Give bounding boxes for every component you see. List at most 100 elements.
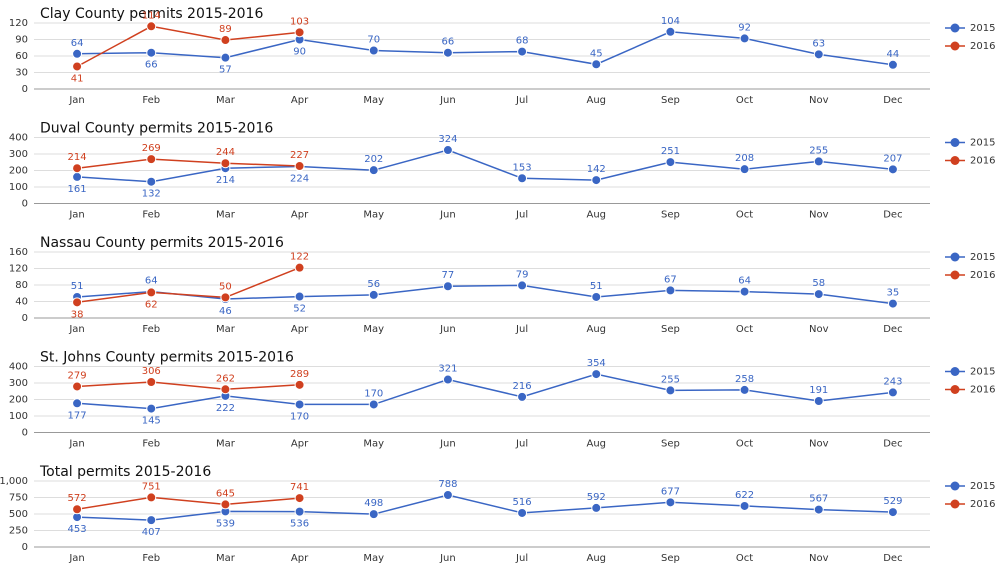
legend-marker bbox=[950, 138, 960, 147]
x-tick-label: Jan bbox=[68, 553, 84, 564]
data-label: 70 bbox=[367, 35, 380, 46]
y-tick-label: 40 bbox=[15, 297, 28, 308]
data-point bbox=[294, 291, 305, 302]
series-line bbox=[77, 373, 893, 410]
data-point bbox=[591, 59, 602, 70]
legend-marker bbox=[950, 252, 960, 262]
data-label: 321 bbox=[438, 364, 457, 375]
data-point bbox=[442, 145, 453, 156]
data-point bbox=[591, 175, 602, 186]
legend-marker bbox=[950, 23, 960, 33]
x-tick-label: Nov bbox=[809, 210, 829, 221]
x-tick-label: Apr bbox=[291, 324, 309, 335]
data-label: 222 bbox=[216, 403, 235, 414]
x-tick-label: Sep bbox=[661, 210, 680, 221]
y-tick-label: 0 bbox=[22, 199, 28, 210]
legend-label: 2016 bbox=[970, 385, 995, 396]
x-tick-label: Feb bbox=[142, 553, 160, 564]
data-label: 207 bbox=[883, 153, 902, 164]
data-point bbox=[146, 377, 157, 388]
x-tick-label: Aug bbox=[586, 324, 606, 335]
data-label: 269 bbox=[142, 143, 161, 154]
data-label: 153 bbox=[513, 162, 532, 173]
data-point bbox=[368, 289, 379, 300]
data-point bbox=[591, 369, 602, 380]
x-tick-label: Oct bbox=[736, 439, 753, 450]
x-tick-label: Jul bbox=[515, 439, 528, 450]
x-tick-label: Apr bbox=[291, 210, 309, 221]
data-label: 58 bbox=[812, 278, 825, 289]
data-label: 170 bbox=[290, 411, 309, 422]
x-tick-label: Feb bbox=[142, 210, 160, 221]
data-label: 103 bbox=[290, 16, 309, 27]
data-label: 289 bbox=[290, 369, 309, 380]
data-label: 251 bbox=[661, 146, 680, 157]
y-tick-label: 80 bbox=[15, 280, 28, 291]
legend-label: 2015 bbox=[970, 481, 995, 492]
data-point bbox=[813, 289, 824, 300]
x-tick-label: Jun bbox=[439, 553, 456, 564]
data-label: 536 bbox=[290, 519, 309, 530]
legend-marker bbox=[950, 481, 960, 491]
data-label: 208 bbox=[735, 153, 754, 164]
data-label: 92 bbox=[738, 22, 751, 33]
x-tick-label: Dec bbox=[883, 324, 902, 335]
y-tick-label: 400 bbox=[9, 362, 28, 373]
x-tick-label: Nov bbox=[809, 324, 829, 335]
data-point bbox=[517, 507, 528, 518]
data-point bbox=[72, 297, 83, 308]
data-label: 35 bbox=[887, 288, 900, 299]
data-label: 191 bbox=[809, 385, 828, 396]
data-label: 44 bbox=[887, 49, 900, 60]
chart: Total permits 2015-2016 0 250 500 750 1,000 Ja… bbox=[0, 464, 995, 564]
legend-marker bbox=[950, 41, 960, 51]
chart-title: Clay County permits 2015-2016 bbox=[40, 6, 263, 22]
data-point bbox=[368, 509, 379, 520]
x-tick-label: Sep bbox=[661, 553, 680, 564]
y-tick-label: 250 bbox=[9, 526, 28, 537]
data-label: 255 bbox=[661, 374, 680, 385]
data-point bbox=[442, 281, 453, 292]
x-tick-label: Sep bbox=[661, 95, 680, 106]
x-tick-label: Oct bbox=[736, 553, 753, 564]
data-label: 214 bbox=[216, 175, 235, 186]
data-point bbox=[146, 515, 157, 526]
data-point bbox=[591, 502, 602, 513]
data-point bbox=[739, 164, 750, 175]
y-tick-label: 100 bbox=[9, 182, 28, 193]
legend-marker bbox=[950, 385, 960, 394]
series-line bbox=[77, 284, 893, 305]
series-line bbox=[77, 31, 894, 66]
chart: St. Johns County permits 2015-2016 0 100 20… bbox=[9, 350, 996, 450]
series-line bbox=[77, 158, 300, 169]
data-label: 227 bbox=[290, 150, 309, 161]
data-label: 64 bbox=[145, 276, 158, 287]
y-tick-label: 120 bbox=[9, 264, 28, 275]
data-point bbox=[220, 499, 231, 510]
data-point bbox=[887, 164, 898, 175]
y-tick-label: 200 bbox=[9, 166, 28, 177]
x-tick-label: Dec bbox=[883, 95, 902, 106]
data-label: 77 bbox=[442, 270, 455, 281]
y-tick-label: 30 bbox=[15, 68, 28, 79]
x-tick-label: Jun bbox=[439, 439, 456, 450]
data-point bbox=[739, 384, 750, 395]
legend-label: 2016 bbox=[970, 270, 995, 281]
data-point bbox=[813, 395, 824, 406]
data-label: 224 bbox=[290, 174, 309, 185]
data-point bbox=[813, 49, 824, 60]
y-tick-label: 750 bbox=[9, 493, 28, 504]
data-label: 57 bbox=[219, 65, 232, 76]
x-tick-label: May bbox=[363, 553, 384, 564]
x-tick-label: Mar bbox=[216, 95, 236, 106]
series-line bbox=[77, 494, 893, 521]
data-label: 567 bbox=[809, 494, 828, 505]
x-tick-label: Mar bbox=[216, 553, 236, 564]
data-label: 279 bbox=[68, 370, 87, 381]
data-label: 142 bbox=[587, 164, 606, 175]
x-tick-label: Mar bbox=[216, 439, 236, 450]
data-point bbox=[294, 161, 305, 172]
data-point bbox=[887, 298, 898, 309]
x-tick-label: Jul bbox=[515, 324, 528, 335]
data-point bbox=[442, 47, 453, 58]
